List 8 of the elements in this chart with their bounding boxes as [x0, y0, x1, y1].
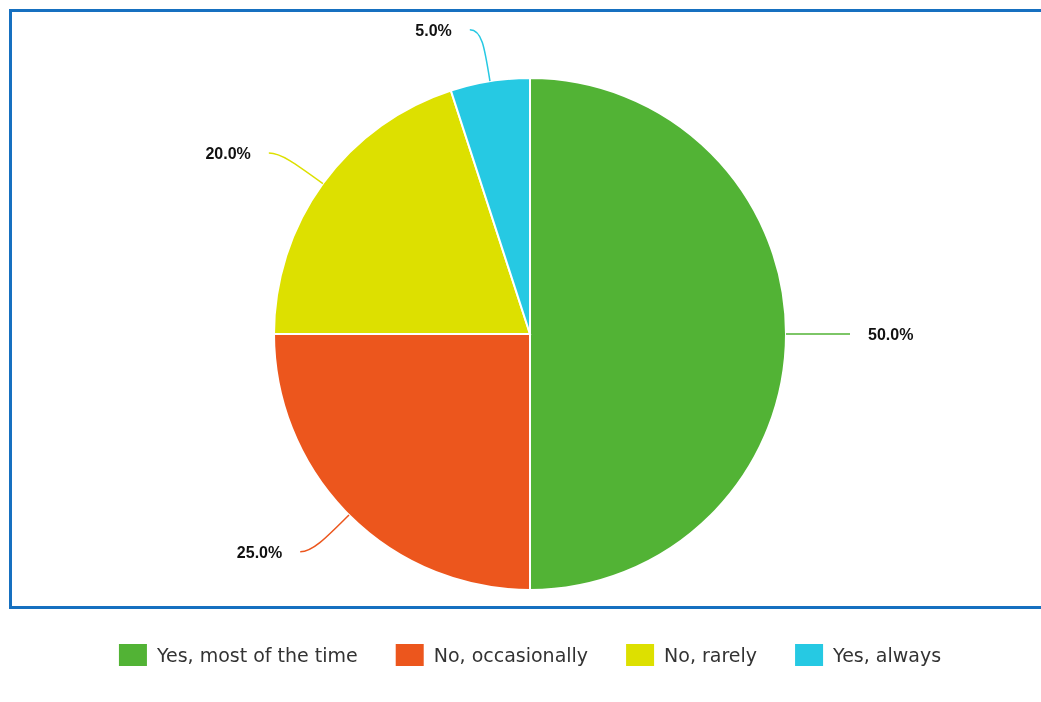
legend-label: Yes, most of the time — [155, 644, 358, 666]
data-label: 25.0% — [236, 543, 283, 561]
data-label: 50.0% — [868, 326, 914, 343]
data-label: 5.0% — [415, 21, 452, 39]
legend-label: No, rarely — [664, 644, 758, 666]
data-label: 20.0% — [205, 144, 251, 162]
legend-label: Yes, always — [832, 644, 942, 666]
legend-label: No, occasionally — [433, 644, 589, 666]
